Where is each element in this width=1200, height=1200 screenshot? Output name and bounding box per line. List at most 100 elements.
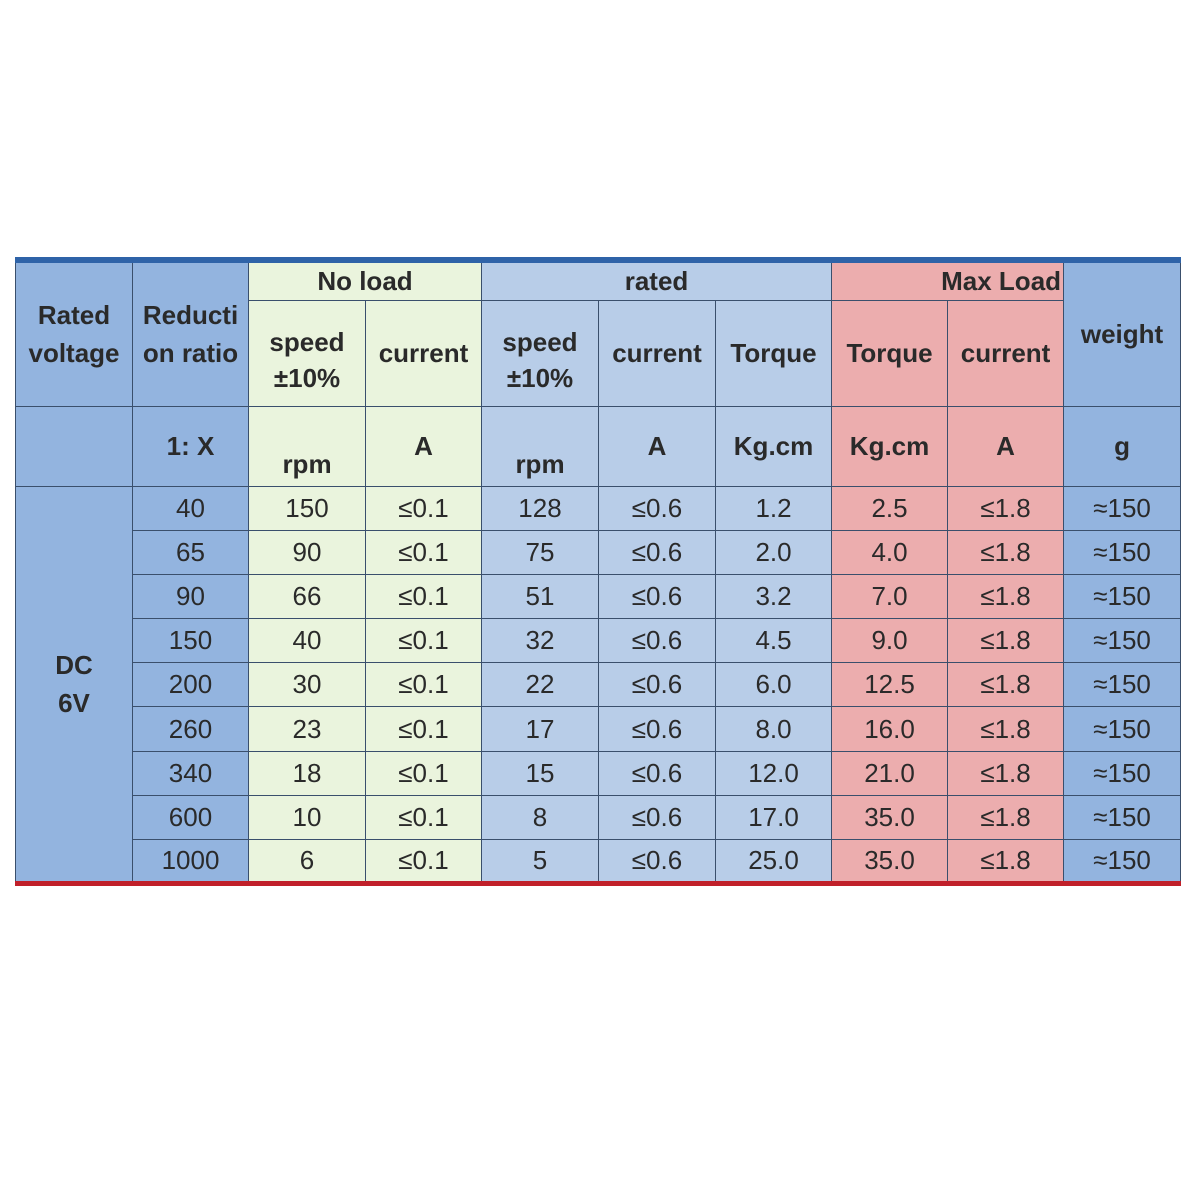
rated-current-cell: ≤0.6 bbox=[598, 794, 716, 841]
rated-torque-cell: 2.0 bbox=[714, 529, 833, 575]
rated-torque-cell: 4.5 bbox=[714, 618, 833, 664]
rated-current-cell: ≤0.6 bbox=[598, 662, 716, 708]
ratio-cell: 200 bbox=[132, 662, 249, 708]
no-load-current-cell: ≤0.1 bbox=[365, 618, 482, 664]
table-row: 1000 6 ≤0.1 5 ≤0.6 25.0 35.0 ≤1.8 ≈150 bbox=[16, 838, 1182, 885]
rated-torque-header: Torque bbox=[714, 299, 833, 407]
weight-cell: ≈150 bbox=[1063, 573, 1182, 620]
no-load-speed-header: speed ±10% bbox=[248, 299, 366, 407]
ratio-cell: 600 bbox=[132, 794, 249, 841]
rated-speed-cell: 32 bbox=[481, 618, 599, 664]
max-load-current-cell: ≤1.8 bbox=[947, 573, 1065, 620]
table-row: 340 18 ≤0.1 15 ≤0.6 12.0 21.0 ≤1.8 ≈150 bbox=[16, 750, 1182, 796]
rated-torque-cell: 17.0 bbox=[714, 794, 833, 841]
weight-cell: ≈150 bbox=[1063, 706, 1182, 752]
no-load-speed-cell: 30 bbox=[248, 662, 366, 708]
rated-group-header: rated bbox=[480, 259, 833, 301]
rated-speed-cell: 8 bbox=[481, 794, 599, 841]
ratio-unit: 1: X bbox=[132, 405, 249, 487]
max-load-torque-unit: Kg.cm bbox=[831, 405, 949, 487]
no-load-speed-cell: 150 bbox=[248, 485, 366, 531]
weight-cell: ≈150 bbox=[1063, 662, 1182, 708]
max-load-current-cell: ≤1.8 bbox=[947, 750, 1065, 796]
max-load-torque-cell: 4.0 bbox=[831, 529, 949, 575]
max-load-group-header: Max Load bbox=[831, 259, 1065, 301]
no-load-speed-cell: 18 bbox=[248, 750, 366, 796]
no-load-current-cell: ≤0.1 bbox=[365, 529, 482, 575]
weight-cell: ≈150 bbox=[1063, 529, 1182, 575]
rated-speed-cell: 17 bbox=[481, 706, 599, 752]
table-row: 90 66 ≤0.1 51 ≤0.6 3.2 7.0 ≤1.8 ≈150 bbox=[16, 573, 1182, 620]
no-load-speed-cell: 90 bbox=[248, 529, 366, 575]
rated-speed-header: speed ±10% bbox=[481, 299, 599, 407]
no-load-speed-unit: rpm bbox=[248, 405, 366, 487]
rated-current-cell: ≤0.6 bbox=[598, 485, 716, 531]
rated-current-cell: ≤0.6 bbox=[598, 750, 716, 796]
rated-speed-unit: rpm bbox=[481, 405, 599, 487]
no-load-speed-cell: 23 bbox=[248, 706, 366, 752]
motor-spec-table: Rated voltage Reducti on ratio No load r… bbox=[15, 257, 1182, 887]
ratio-cell: 90 bbox=[132, 573, 249, 620]
ratio-cell: 150 bbox=[132, 618, 249, 664]
rated-current-cell: ≤0.6 bbox=[598, 618, 716, 664]
rated-torque-cell: 8.0 bbox=[714, 706, 833, 752]
no-load-current-cell: ≤0.1 bbox=[365, 750, 482, 796]
weight-header: weight bbox=[1063, 259, 1182, 407]
rated-voltage-value: DC 6V bbox=[15, 485, 133, 885]
max-load-torque-header: Torque bbox=[831, 299, 949, 407]
rated-current-header: current bbox=[598, 299, 716, 407]
table-row: 65 90 ≤0.1 75 ≤0.6 2.0 4.0 ≤1.8 ≈150 bbox=[16, 529, 1182, 575]
max-load-torque-cell: 2.5 bbox=[831, 485, 949, 531]
max-load-current-unit: A bbox=[947, 405, 1065, 487]
no-load-current-cell: ≤0.1 bbox=[365, 485, 482, 531]
no-load-current-cell: ≤0.1 bbox=[365, 794, 482, 841]
max-load-torque-cell: 21.0 bbox=[831, 750, 949, 796]
max-load-torque-cell: 7.0 bbox=[831, 573, 949, 620]
max-load-current-cell: ≤1.8 bbox=[947, 529, 1065, 575]
max-load-current-cell: ≤1.8 bbox=[947, 706, 1065, 752]
rated-torque-cell: 12.0 bbox=[714, 750, 833, 796]
rated-torque-unit: Kg.cm bbox=[714, 405, 833, 487]
max-load-current-cell: ≤1.8 bbox=[947, 485, 1065, 531]
reduction-ratio-header: Reducti on ratio bbox=[132, 259, 249, 407]
table-row: DC 6V 40 150 ≤0.1 128 ≤0.6 1.2 2.5 ≤1.8 ≈150 bbox=[15, 485, 1182, 885]
no-load-group-header: No load bbox=[248, 259, 482, 301]
no-load-current-header: current bbox=[365, 299, 482, 407]
table-row: 260 23 ≤0.1 17 ≤0.6 8.0 16.0 ≤1.8 ≈150 bbox=[16, 706, 1182, 752]
max-load-current-cell: ≤1.8 bbox=[947, 662, 1065, 708]
rated-speed-cell: 75 bbox=[481, 529, 599, 575]
weight-cell: ≈150 bbox=[1063, 618, 1182, 664]
weight-cell: ≈150 bbox=[1063, 838, 1182, 885]
no-load-speed-cell: 10 bbox=[248, 794, 366, 841]
table-row: 600 10 ≤0.1 8 ≤0.6 17.0 35.0 ≤1.8 ≈150 bbox=[16, 794, 1182, 841]
ratio-cell: 65 bbox=[132, 529, 249, 575]
max-load-current-header: current bbox=[947, 299, 1065, 407]
rated-current-cell: ≤0.6 bbox=[598, 573, 716, 620]
ratio-cell: 340 bbox=[132, 750, 249, 796]
no-load-current-cell: ≤0.1 bbox=[365, 662, 482, 708]
weight-cell: ≈150 bbox=[1063, 750, 1182, 796]
no-load-current-cell: ≤0.1 bbox=[365, 573, 482, 620]
rated-current-cell: ≤0.6 bbox=[598, 529, 716, 575]
rated-torque-cell: 25.0 bbox=[714, 838, 833, 885]
rated-speed-cell: 51 bbox=[481, 573, 599, 620]
rated-voltage-header: Rated voltage bbox=[15, 259, 133, 407]
max-load-torque-cell: 35.0 bbox=[831, 794, 949, 841]
ratio-cell: 1000 bbox=[132, 838, 249, 885]
max-load-torque-cell: 9.0 bbox=[831, 618, 949, 664]
table-row: 200 30 ≤0.1 22 ≤0.6 6.0 12.5 ≤1.8 ≈150 bbox=[16, 662, 1182, 708]
no-load-speed-cell: 66 bbox=[248, 573, 366, 620]
no-load-speed-cell: 6 bbox=[248, 838, 366, 885]
rated-current-cell: ≤0.6 bbox=[598, 706, 716, 752]
voltage-unit-cell bbox=[15, 405, 133, 487]
ratio-cell: 40 bbox=[132, 485, 249, 531]
max-load-torque-cell: 16.0 bbox=[831, 706, 949, 752]
rated-speed-cell: 5 bbox=[481, 838, 599, 885]
rated-torque-cell: 3.2 bbox=[714, 573, 833, 620]
rated-speed-cell: 22 bbox=[481, 662, 599, 708]
table-row: 150 40 ≤0.1 32 ≤0.6 4.5 9.0 ≤1.8 ≈150 bbox=[16, 618, 1182, 664]
rated-torque-cell: 1.2 bbox=[714, 485, 833, 531]
weight-cell: ≈150 bbox=[1063, 794, 1182, 841]
no-load-current-cell: ≤0.1 bbox=[365, 838, 482, 885]
ratio-cell: 260 bbox=[132, 706, 249, 752]
